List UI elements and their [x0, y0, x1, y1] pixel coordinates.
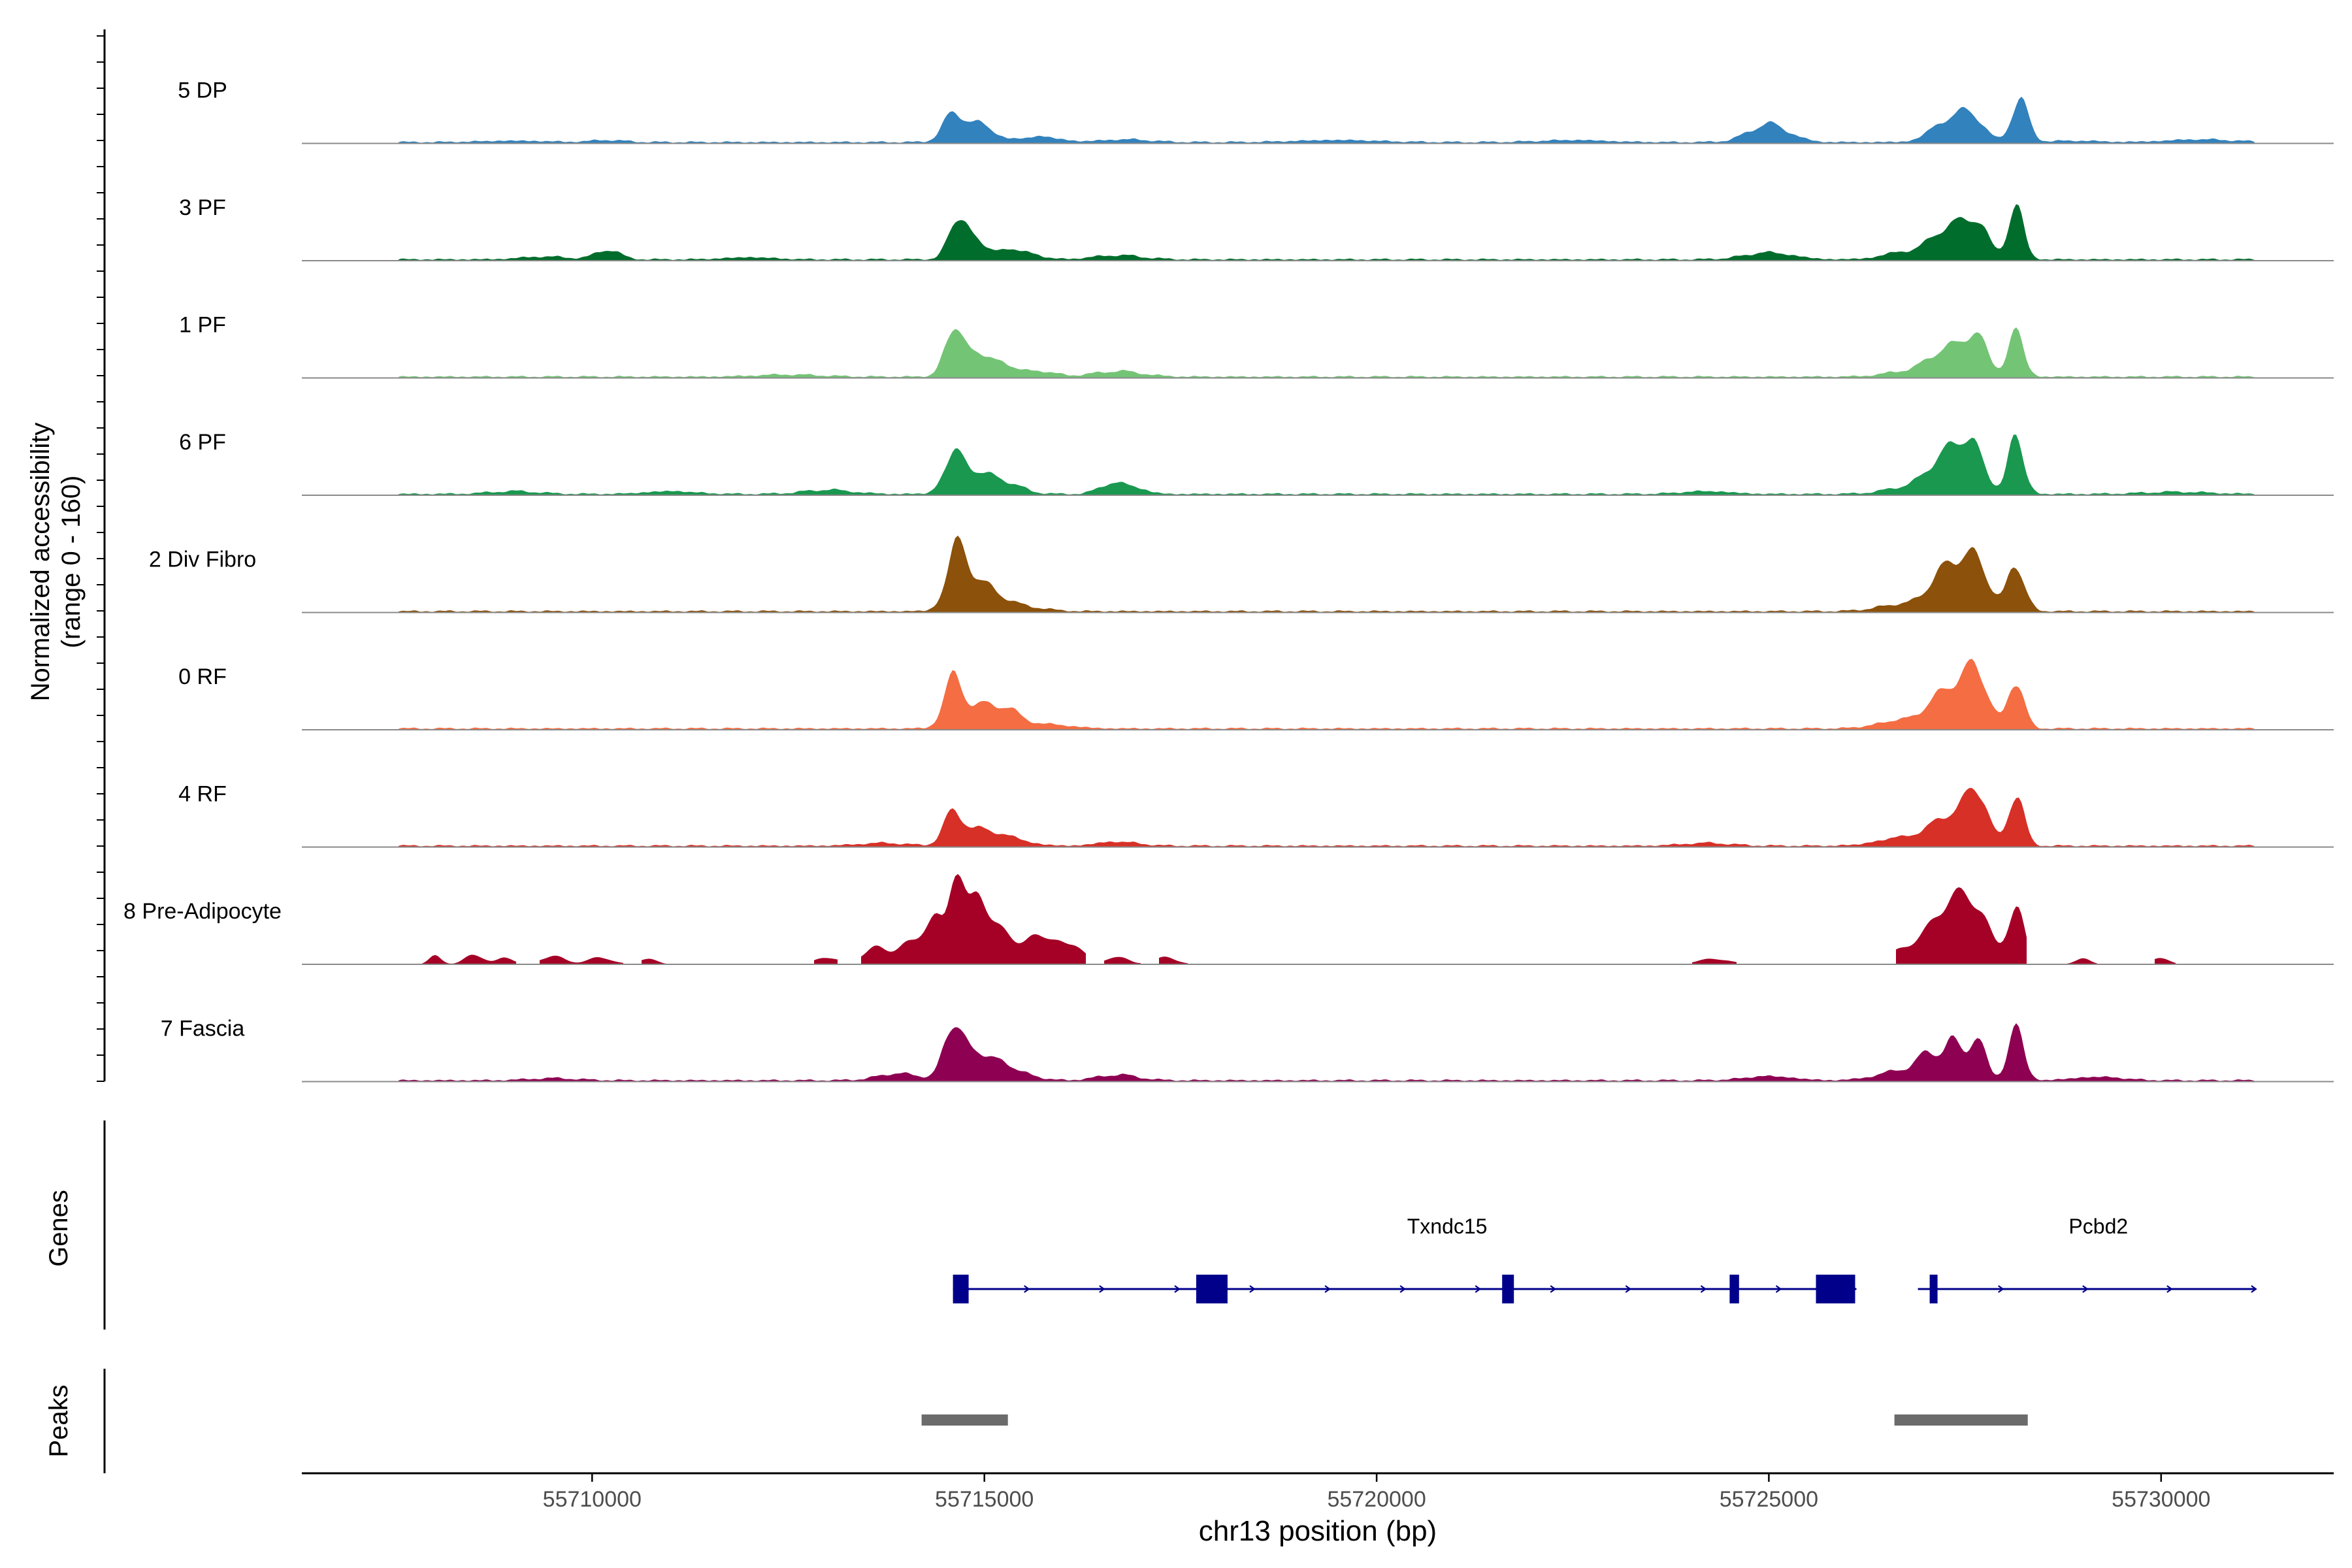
coverage-axis-ticks: [97, 35, 105, 1082]
coverage-tracks: 5 DP 3 PF 1 PF 6 PF 2 Div Fibro 0 RF 4 RF 8 Pre…: [123, 78, 2334, 1083]
coverage-area: [422, 874, 2176, 964]
peaks-panel-label: Peaks: [44, 1384, 73, 1457]
track-2-div-fibro: 2 Div Fibro: [149, 535, 2334, 613]
track-8-pre-adipocyte: 8 Pre-Adipocyte: [123, 874, 2334, 965]
gene-annotations: Txndc15 Pcbd2: [953, 1215, 2257, 1303]
track-0-rf: 0 RF: [178, 659, 2334, 730]
gene-exon: [1502, 1275, 1514, 1303]
x-tick-label: 55720000: [1327, 1487, 1426, 1512]
track-label: 3 PF: [179, 195, 226, 220]
gene-label: Pcbd2: [2068, 1215, 2128, 1238]
x-tick-label: 55730000: [2112, 1487, 2210, 1512]
x-tick-label: 55725000: [1720, 1487, 1818, 1512]
peak-region-bar: [921, 1414, 1008, 1426]
coverage-area: [399, 434, 2255, 495]
gene-exon: [953, 1275, 969, 1303]
gene-exon: [1929, 1275, 1938, 1303]
track-label: 1 PF: [179, 313, 226, 338]
x-tick-label: 55715000: [935, 1487, 1034, 1512]
coverage-area: [399, 1023, 2255, 1082]
peak-regions: [921, 1414, 2028, 1426]
peak-region-bar: [1894, 1414, 2028, 1426]
track-label: 2 Div Fibro: [149, 547, 256, 572]
gene-exon: [1196, 1275, 1228, 1303]
coverage-area: [399, 788, 2255, 847]
gene-exon: [1729, 1275, 1739, 1303]
gene-pcbd2: Pcbd2: [1918, 1215, 2257, 1303]
track-6-pf: 6 PF: [179, 430, 2334, 496]
track-5-dp: 5 DP: [178, 78, 2334, 144]
y-axis-range-label: (range 0 - 160): [57, 476, 86, 649]
x-tick-label: 55710000: [543, 1487, 642, 1512]
y-axis-label: Normalized accessibility: [26, 423, 55, 702]
track-label: 5 DP: [178, 78, 227, 103]
x-axis-ticks: 55710000 55715000 55720000 55725000 55730000: [543, 1473, 2210, 1512]
coverage-area: [399, 659, 2255, 730]
genes-panel-label: Genes: [44, 1190, 73, 1267]
track-7-fascia: 7 Fascia: [161, 1017, 2334, 1083]
gene-exon: [1816, 1275, 1855, 1303]
track-1-pf: 1 PF: [179, 313, 2334, 379]
track-4-rf: 4 RF: [178, 782, 2334, 848]
track-label: 4 RF: [178, 782, 227, 807]
track-label: 8 Pre-Adipocyte: [123, 899, 282, 924]
track-3-pf: 3 PF: [179, 195, 2334, 261]
coverage-area: [399, 204, 2255, 261]
coverage-area: [399, 535, 2255, 613]
track-label: 0 RF: [178, 664, 227, 689]
track-label: 6 PF: [179, 430, 226, 455]
coverage-area: [399, 327, 2255, 378]
gene-txndc15: Txndc15: [953, 1215, 1857, 1303]
x-axis-label: chr13 position (bp): [1199, 1515, 1437, 1547]
gene-label: Txndc15: [1407, 1215, 1488, 1238]
coverage-area: [399, 97, 2255, 144]
track-label: 7 Fascia: [161, 1017, 245, 1041]
